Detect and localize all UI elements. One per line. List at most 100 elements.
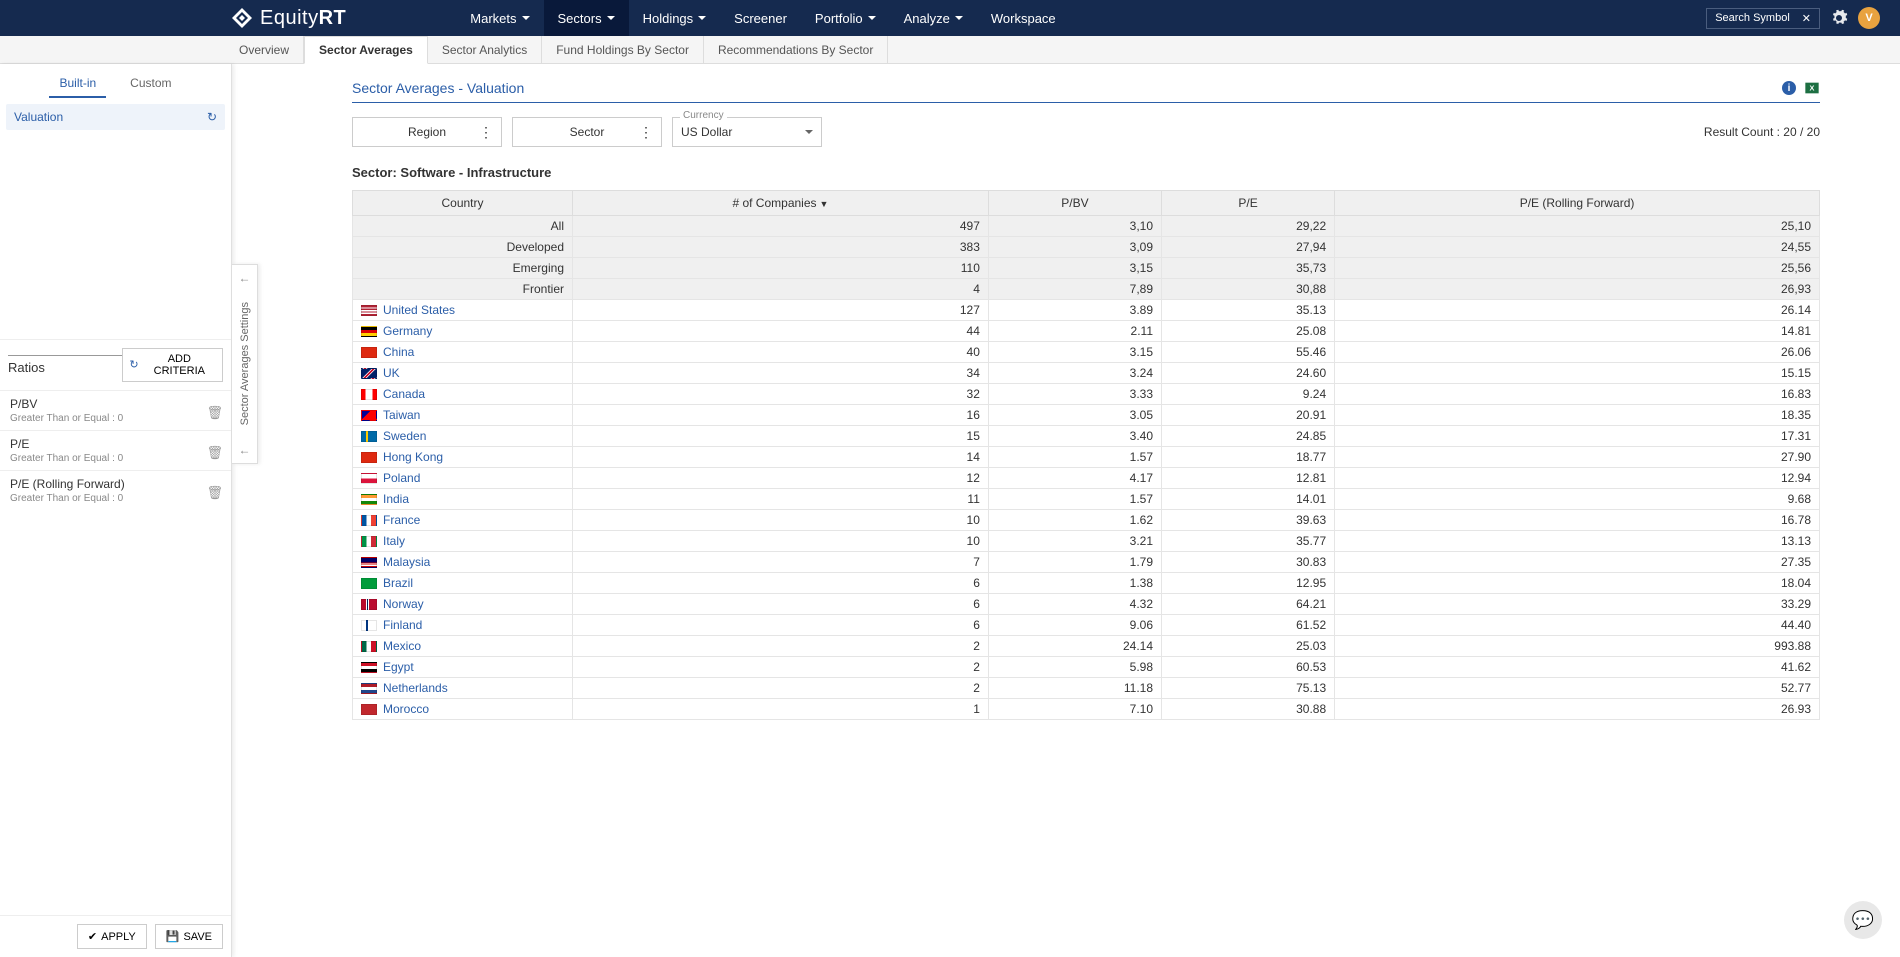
column-header[interactable]: P/E [1162,191,1335,216]
ratios-panel: Ratios ↻ ADD CRITERIA P/BVGreater Than o… [0,339,231,510]
currency-select[interactable]: US Dollar [672,117,822,147]
nav-item-analyze[interactable]: Analyze [890,0,977,36]
subnav-item[interactable]: Sector Analytics [428,36,542,64]
country-link[interactable]: Hong Kong [383,450,443,464]
criteria-item[interactable]: P/E (Rolling Forward)Greater Than or Equ… [0,470,231,510]
table-row: Germany442.1125.0814.81 [353,321,1820,342]
data-table: Country# of Companies▼P/BVP/EP/E (Rollin… [352,190,1820,720]
apply-button[interactable]: ✔APPLY [77,924,147,949]
subnav-item[interactable]: Overview [225,36,304,64]
arrow-left-icon[interactable]: ← [239,271,251,285]
table-row: United States1273.8935.1326.14 [353,300,1820,321]
country-link[interactable]: Malaysia [383,555,430,569]
excel-export-icon[interactable]: X [1804,80,1820,96]
chat-bubble-button[interactable]: 💬 [1844,901,1882,939]
country-link[interactable]: Germany [383,324,432,338]
table-row: China403.1555.4626.06 [353,342,1820,363]
filter-row: Region ⋮ Sector ⋮ Currency US Dollar Res… [352,117,1820,147]
table-row: Morocco17.1030.8826.93 [353,699,1820,720]
sidebar-item-valuation[interactable]: Valuation ↻ [6,104,225,130]
table-row: France101.6239.6316.78 [353,510,1820,531]
column-header[interactable]: Country [353,191,573,216]
add-criteria-button[interactable]: ↻ ADD CRITERIA [122,348,223,382]
table-row: Netherlands211.1875.1352.77 [353,678,1820,699]
subnav-item[interactable]: Recommendations By Sector [704,36,888,64]
column-header[interactable]: # of Companies▼ [573,191,989,216]
country-link[interactable]: France [383,513,420,527]
country-link[interactable]: Poland [383,471,420,485]
nav-item-portfolio[interactable]: Portfolio [801,0,890,36]
sidebar-tab[interactable]: Built-in [49,72,106,98]
valuation-label: Valuation [14,110,63,124]
arrow-left-icon[interactable]: ← [239,443,251,457]
avatar[interactable]: V [1858,7,1880,29]
column-header[interactable]: P/E (Rolling Forward) [1335,191,1820,216]
country-link[interactable]: United States [383,303,455,317]
trash-icon[interactable]: 🗑 [206,405,223,421]
nav-item-screener[interactable]: Screener [720,0,801,36]
country-link[interactable]: Sweden [383,429,426,443]
nav-item-sectors[interactable]: Sectors [544,0,629,36]
country-link[interactable]: Egypt [383,660,414,674]
search-symbol-button[interactable]: Search Symbol ✕ [1706,8,1820,29]
country-link[interactable]: Brazil [383,576,413,590]
sidebar-tab[interactable]: Custom [120,72,181,98]
flag-icon [361,389,377,400]
subnav-item[interactable]: Fund Holdings By Sector [542,36,704,64]
topnav-right: Search Symbol ✕ V [1706,7,1880,29]
subnav-item[interactable]: Sector Averages [304,36,428,64]
flag-icon [361,347,377,358]
flag-icon [361,620,377,631]
table-row: Egypt25.9860.5341.62 [353,657,1820,678]
currency-caption: Currency [680,110,727,121]
flag-icon [361,683,377,694]
flag-icon [361,452,377,463]
trash-icon[interactable]: 🗑 [206,445,223,461]
country-link[interactable]: Canada [383,387,425,401]
table-row: India111.5714.019.68 [353,489,1820,510]
country-link[interactable]: India [383,492,409,506]
main-content: Sector Averages - Valuation i X Region ⋮… [232,64,1900,957]
country-link[interactable]: China [383,345,414,359]
flag-icon [361,641,377,652]
top-nav: EquityRT MarketsSectorsHoldingsScreenerP… [0,0,1900,36]
table-row: Taiwan163.0520.9118.35 [353,405,1820,426]
flag-icon [361,368,377,379]
flag-icon [361,704,377,715]
sort-desc-icon: ▼ [820,199,829,209]
refresh-icon[interactable]: ↻ [207,110,217,124]
sub-nav: OverviewSector AveragesSector AnalyticsF… [0,36,1900,64]
save-button[interactable]: 💾SAVE [155,924,223,949]
flag-icon [361,515,377,526]
chevron-down-icon [955,16,963,20]
criteria-item[interactable]: P/BVGreater Than or Equal : 0🗑 [0,390,231,430]
country-link[interactable]: UK [383,366,400,380]
close-icon: ✕ [1802,12,1811,25]
country-link[interactable]: Italy [383,534,405,548]
table-row: Sweden153.4024.8517.31 [353,426,1820,447]
gear-icon[interactable] [1830,9,1848,27]
flag-icon [361,410,377,421]
country-link[interactable]: Norway [383,597,424,611]
info-icon[interactable]: i [1782,81,1796,95]
flag-icon [361,473,377,484]
region-filter[interactable]: Region ⋮ [352,117,502,147]
column-header[interactable]: P/BV [988,191,1161,216]
logo[interactable]: EquityRT [230,6,346,30]
flag-icon [361,494,377,505]
country-link[interactable]: Morocco [383,702,429,716]
nav-item-holdings[interactable]: Holdings [629,0,721,36]
country-link[interactable]: Taiwan [383,408,420,422]
chevron-down-icon [868,16,876,20]
nav-item-workspace[interactable]: Workspace [977,0,1070,36]
country-link[interactable]: Mexico [383,639,421,653]
country-link[interactable]: Netherlands [383,681,448,695]
criteria-item[interactable]: P/EGreater Than or Equal : 0🗑 [0,430,231,470]
table-row-aggregate: All4973,1029,2225,10 [353,216,1820,237]
table-row: Finland69.0661.5244.40 [353,615,1820,636]
trash-icon[interactable]: 🗑 [206,485,223,501]
country-link[interactable]: Finland [383,618,422,632]
sector-filter[interactable]: Sector ⋮ [512,117,662,147]
table-row: UK343.2424.6015.15 [353,363,1820,384]
nav-item-markets[interactable]: Markets [456,0,543,36]
